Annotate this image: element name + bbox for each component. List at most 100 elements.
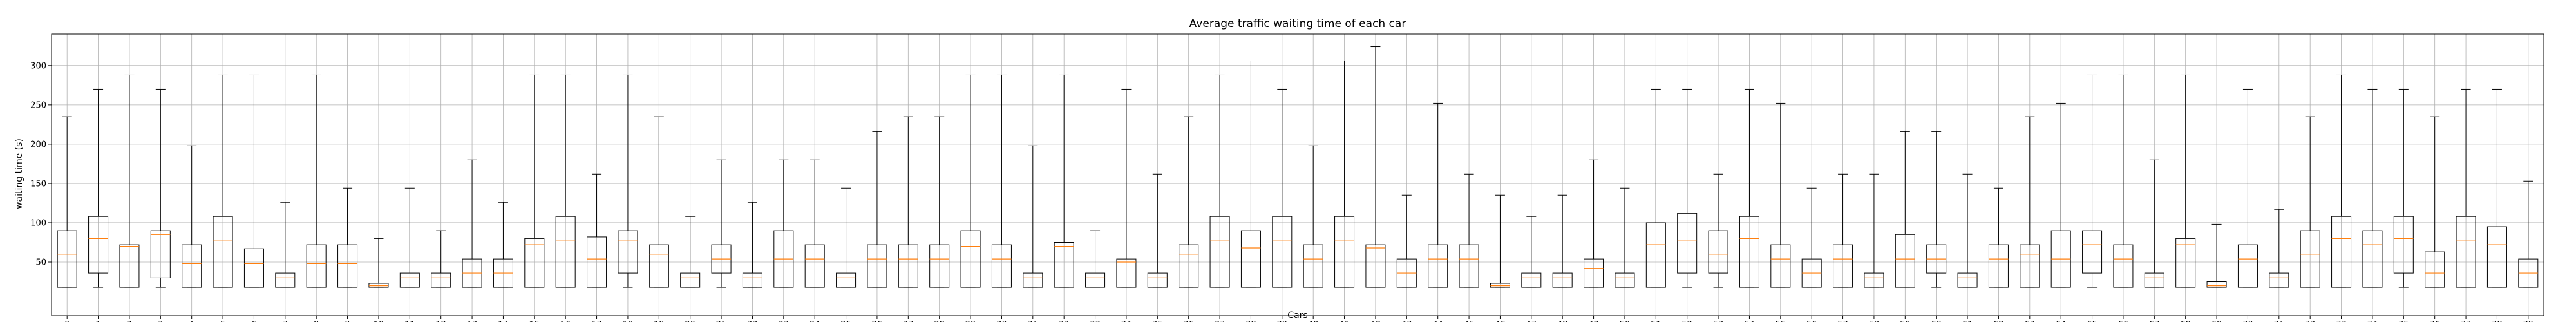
x-tick-label: 1 <box>95 320 100 322</box>
x-tick-label: 21 <box>716 320 727 322</box>
y-tick-label: 200 <box>30 140 46 149</box>
box-40 <box>1303 145 1323 288</box>
x-tick-label: 41 <box>1339 320 1350 322</box>
box-32 <box>1054 74 1074 288</box>
box-54 <box>1739 88 1759 288</box>
x-tick-label: 0 <box>64 320 70 322</box>
box-body <box>2144 272 2164 288</box>
box-5 <box>213 74 233 288</box>
x-tick-label: 24 <box>810 320 820 322</box>
box-2 <box>119 74 140 288</box>
box-body <box>1552 272 1573 288</box>
box-body <box>1645 222 1666 288</box>
box-body <box>2175 238 2196 288</box>
box-body <box>119 244 140 288</box>
box-65 <box>2082 74 2103 288</box>
box-45 <box>1459 173 1479 288</box>
x-tick-label: 31 <box>1028 320 1039 322</box>
box-67 <box>2144 159 2164 288</box>
box-33 <box>1085 230 1106 288</box>
box-13 <box>462 159 482 288</box>
box-body <box>804 244 825 288</box>
box-53 <box>1708 173 1728 288</box>
box-body <box>618 230 638 274</box>
box-body <box>587 236 607 288</box>
box-63 <box>2020 116 2040 288</box>
x-tick-label: 13 <box>467 320 478 322</box>
box-34 <box>1116 88 1137 288</box>
x-tick-label: 28 <box>934 320 945 322</box>
x-tick-label: 29 <box>965 320 976 322</box>
box-body <box>680 272 701 288</box>
box-77 <box>2456 88 2476 288</box>
box-38 <box>1240 61 1261 288</box>
box-61 <box>1957 173 1978 288</box>
box-36 <box>1179 116 1199 288</box>
x-tick-label: 10 <box>374 320 384 322</box>
box-layer <box>57 46 2539 288</box>
y-tick-label: 250 <box>30 100 46 110</box>
box-1 <box>88 88 109 288</box>
box-35 <box>1147 173 1168 288</box>
y-tick-label: 150 <box>30 179 46 189</box>
box-3 <box>150 88 171 288</box>
box-60 <box>1926 131 1947 288</box>
box-62 <box>1988 187 2009 288</box>
x-tick-label: 11 <box>404 320 415 322</box>
y-tick-label: 300 <box>30 61 46 71</box>
box-30 <box>991 74 1012 288</box>
box-body <box>2020 244 2040 288</box>
box-6 <box>243 74 264 288</box>
x-tick-label: 44 <box>1432 320 1443 322</box>
box-51 <box>1645 88 1666 288</box>
x-tick-label: 14 <box>498 320 509 322</box>
box-body <box>929 244 950 288</box>
box-body <box>524 238 545 288</box>
x-tick-label: 8 <box>314 320 319 322</box>
box-body <box>991 244 1012 288</box>
box-body <box>2425 251 2445 288</box>
x-tick-label: 76 <box>2429 320 2440 322</box>
x-tick-label: 55 <box>1776 320 1786 322</box>
x-tick-label: 60 <box>1931 320 1942 322</box>
box-body <box>2206 281 2227 288</box>
box-79 <box>2518 180 2539 288</box>
box-body <box>898 244 918 288</box>
x-tick-label: 51 <box>1651 320 1662 322</box>
box-body <box>1615 272 1635 288</box>
box-body <box>1957 272 1978 288</box>
box-24 <box>804 159 825 288</box>
box-18 <box>618 74 638 288</box>
box-43 <box>1396 194 1417 288</box>
y-tick-label: 50 <box>35 258 46 267</box>
box-body <box>243 248 264 288</box>
x-tick-label: 74 <box>2367 320 2378 322</box>
x-tick-label: 18 <box>623 320 634 322</box>
box-8 <box>306 74 327 288</box>
x-tick-label: 9 <box>345 320 350 322</box>
box-body <box>182 244 202 288</box>
x-tick-label: 77 <box>2461 320 2472 322</box>
x-tick-label: 75 <box>2398 320 2409 322</box>
box-27 <box>898 116 918 288</box>
x-axis-label: Cars <box>1287 310 1307 321</box>
box-70 <box>2237 88 2258 288</box>
box-11 <box>399 187 420 288</box>
box-body <box>399 272 420 288</box>
box-69 <box>2206 223 2227 288</box>
box-50 <box>1615 187 1635 288</box>
box-body <box>306 244 327 288</box>
box-16 <box>555 74 576 288</box>
box-body <box>337 244 358 288</box>
x-tick-label: 49 <box>1588 320 1599 322</box>
box-28 <box>929 116 950 288</box>
box-body <box>1272 216 1293 288</box>
x-tick-label: 36 <box>1183 320 1194 322</box>
box-68 <box>2175 74 2196 288</box>
box-body <box>2237 244 2258 288</box>
box-15 <box>524 74 545 288</box>
box-52 <box>1677 88 1698 288</box>
box-76 <box>2425 116 2445 288</box>
box-42 <box>1365 46 1386 288</box>
